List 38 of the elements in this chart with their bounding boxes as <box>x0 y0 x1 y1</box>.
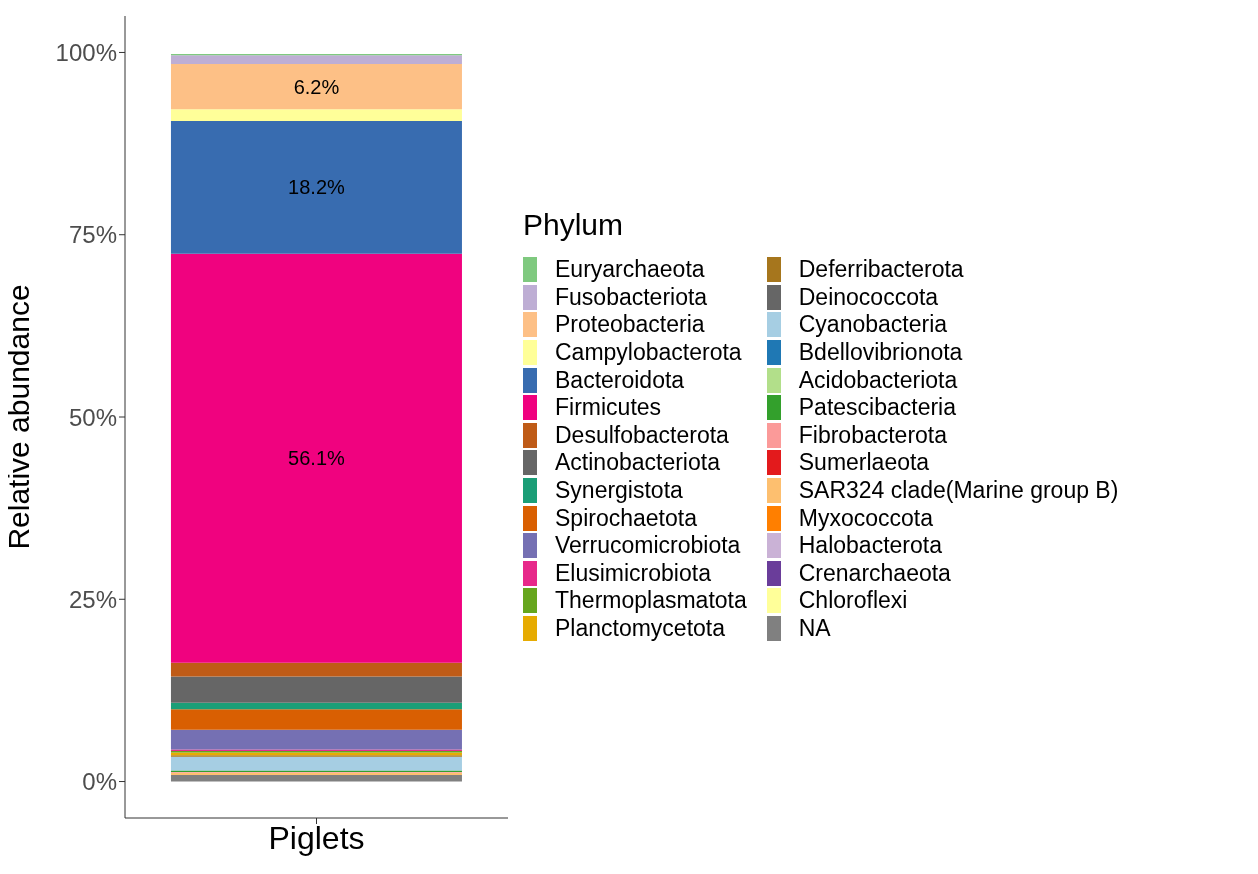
y-tick-label: 0% <box>82 768 117 796</box>
legend-label: Myxococcota <box>798 504 933 532</box>
legend-label: Sumerlaeota <box>798 449 930 477</box>
y-tick-label: 25% <box>68 585 117 613</box>
legend-label: Crenarchaeota <box>798 559 951 587</box>
legend-label: Elusimicrobiota <box>555 559 711 587</box>
legend-label: Patescibacteria <box>798 394 956 422</box>
legend-label: Acidobacteriota <box>798 366 958 394</box>
y-tick-label: 50% <box>68 403 117 431</box>
x-tick-label: Piglets <box>268 819 365 856</box>
y-tick-label: 75% <box>68 221 117 249</box>
legend-label: Chloroflexi <box>798 587 908 615</box>
legend-label: Verrucomicrobiota <box>555 532 741 560</box>
legend-label: NA <box>798 615 831 643</box>
legend-label: SAR324 clade(Marine group B) <box>798 477 1119 505</box>
legend-label: Desulfobacterota <box>555 421 729 449</box>
legend-label: Actinobacteriota <box>555 449 720 477</box>
y-tick-label: 100% <box>55 38 117 66</box>
legend-label: Proteobacteria <box>555 311 705 339</box>
legend-label: Euryarchaeota <box>555 256 705 284</box>
data-label: 18.2% <box>288 176 346 199</box>
legend-label: Bdellovibrionota <box>798 339 963 367</box>
legend-label: Fibrobacterota <box>798 421 948 449</box>
legend-label: Synergistota <box>555 477 683 505</box>
legend-label: Planctomycetota <box>555 615 726 643</box>
legend-label: Campylobacterota <box>555 339 742 367</box>
legend-label: Halobacterota <box>798 532 942 560</box>
legend-label: Fusobacteriota <box>555 283 708 311</box>
legend-label: Cyanobacteria <box>798 311 948 339</box>
legend-title: Phylum <box>523 208 625 242</box>
data-label: 56.1% <box>288 447 346 470</box>
legend-label: Deinococcota <box>798 283 939 311</box>
data-label: 6.2% <box>293 75 340 98</box>
legend-label: Deferribacterota <box>798 256 964 284</box>
legend-label: Thermoplasmatota <box>555 587 747 615</box>
legend-label: Bacteroidota <box>555 366 685 394</box>
legend-label: Firmicutes <box>555 394 662 422</box>
legend-label: Spirochaetota <box>555 504 697 532</box>
